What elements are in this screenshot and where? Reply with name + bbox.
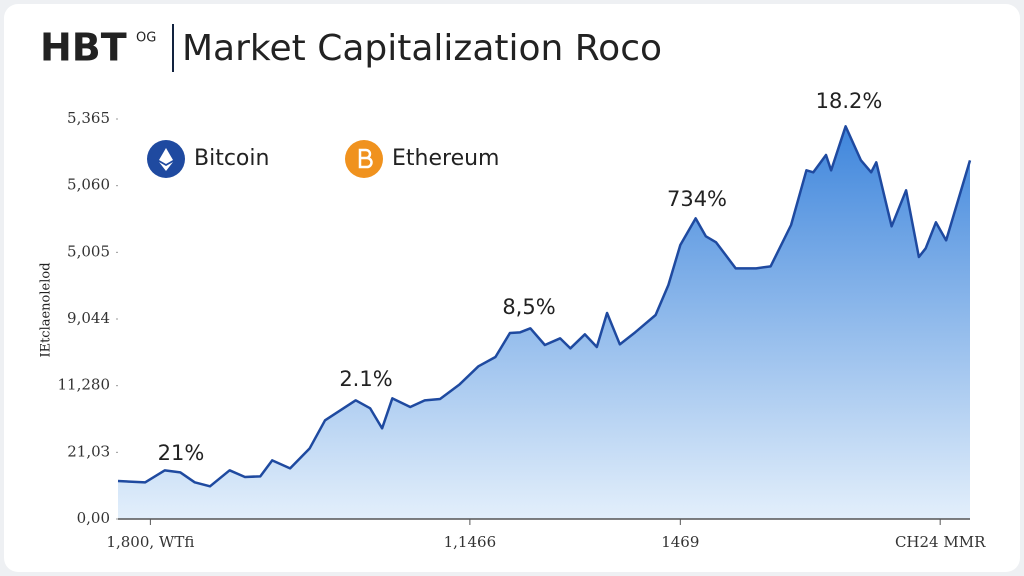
title-prefix: HBT — [40, 26, 127, 70]
y-tick-label: 5,060 — [67, 176, 110, 194]
title-badge: OG — [136, 31, 156, 46]
bitcoin-glyph — [159, 148, 173, 171]
legend-label: Bitcoin — [194, 146, 269, 171]
annotation: 21% — [158, 441, 205, 465]
area — [118, 126, 970, 519]
chart-title: Market Capitalization Roco — [182, 28, 662, 69]
x-tick-label: 1469 — [661, 533, 699, 551]
annotation: 2.1% — [339, 367, 392, 391]
x-tick-label: 1,800, WTfi — [106, 533, 194, 551]
y-tick-label: 5,365 — [67, 109, 110, 127]
annotation: 18.2% — [816, 89, 883, 113]
ethereum-glyph — [358, 148, 373, 169]
line — [117, 125, 972, 488]
y-tick-label: 0,00 — [77, 509, 110, 527]
y-axis-label: IEtclaenolelod — [39, 262, 54, 357]
y-tick-label: 11,280 — [58, 376, 111, 394]
x-tick-label: CH24 MMR — [895, 533, 986, 551]
annotation: 734% — [667, 187, 727, 211]
annotation: 8,5% — [502, 295, 555, 319]
x-tick-label: 1,1466 — [444, 533, 497, 551]
legend-label: Ethereum — [392, 146, 499, 171]
y-tick-label: 21,0З — [67, 442, 110, 460]
y-tick-label: 5,005 — [67, 242, 110, 260]
y-tick-label: 9,044 — [67, 309, 110, 327]
